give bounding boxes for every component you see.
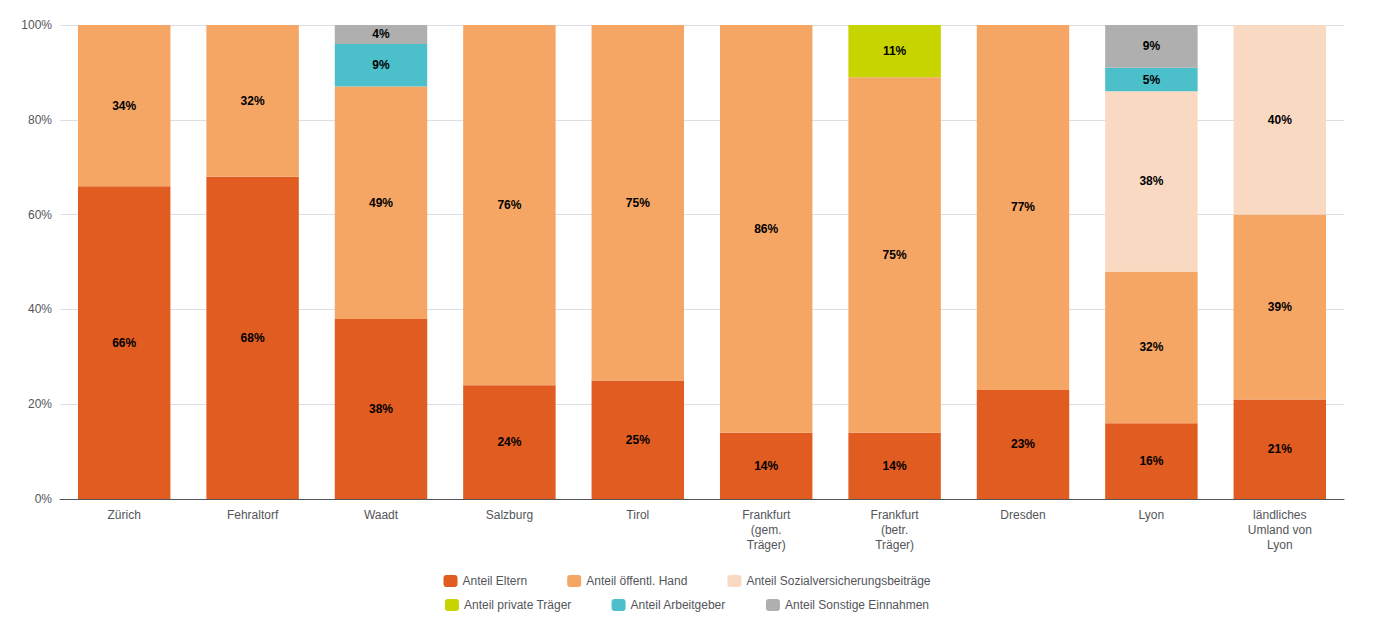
svg-text:68%: 68% [241, 331, 265, 345]
svg-text:5%: 5% [1143, 73, 1161, 87]
svg-text:Lyon: Lyon [1267, 538, 1293, 552]
svg-text:86%: 86% [754, 222, 778, 236]
svg-text:Frankfurt: Frankfurt [742, 508, 791, 522]
svg-text:21%: 21% [1268, 442, 1292, 456]
svg-text:23%: 23% [1011, 437, 1035, 451]
svg-text:32%: 32% [1139, 340, 1163, 354]
svg-text:80%: 80% [28, 113, 52, 127]
svg-text:77%: 77% [1011, 200, 1035, 214]
svg-text:ländliches: ländliches [1253, 508, 1306, 522]
svg-text:100%: 100% [21, 18, 52, 32]
svg-text:40%: 40% [28, 302, 52, 316]
svg-text:75%: 75% [626, 196, 650, 210]
svg-text:Lyon: Lyon [1139, 508, 1165, 522]
svg-text:20%: 20% [28, 397, 52, 411]
svg-text:4%: 4% [372, 27, 390, 41]
svg-text:Träger): Träger) [747, 538, 786, 552]
svg-text:0%: 0% [35, 492, 53, 506]
svg-text:9%: 9% [372, 58, 390, 72]
svg-text:32%: 32% [241, 94, 265, 108]
svg-text:Anteil Eltern: Anteil Eltern [463, 574, 528, 588]
svg-text:Fehraltorf: Fehraltorf [227, 508, 279, 522]
svg-text:11%: 11% [883, 44, 907, 58]
svg-text:16%: 16% [1139, 454, 1163, 468]
svg-text:Anteil private Träger: Anteil private Träger [464, 598, 571, 612]
svg-text:9%: 9% [1143, 39, 1161, 53]
svg-text:34%: 34% [112, 99, 136, 113]
svg-text:Umland von: Umland von [1248, 523, 1312, 537]
svg-text:14%: 14% [883, 459, 907, 473]
svg-text:24%: 24% [497, 435, 521, 449]
svg-text:Tirol: Tirol [626, 508, 649, 522]
svg-text:Anteil öffentl. Hand: Anteil öffentl. Hand [586, 574, 687, 588]
svg-text:49%: 49% [369, 196, 393, 210]
svg-text:38%: 38% [369, 402, 393, 416]
svg-text:25%: 25% [626, 433, 650, 447]
svg-text:Anteil Sozialversicherungsbeit: Anteil Sozialversicherungsbeiträge [746, 574, 930, 588]
svg-text:(gem.: (gem. [751, 523, 782, 537]
svg-text:66%: 66% [112, 336, 136, 350]
svg-text:Waadt: Waadt [364, 508, 399, 522]
svg-text:75%: 75% [883, 248, 907, 262]
svg-text:76%: 76% [497, 198, 521, 212]
svg-text:Zürich: Zürich [108, 508, 141, 522]
svg-text:Träger): Träger) [875, 538, 914, 552]
svg-text:Frankfurt: Frankfurt [871, 508, 920, 522]
svg-text:Anteil Arbeitgeber: Anteil Arbeitgeber [631, 598, 726, 612]
svg-text:(betr.: (betr. [881, 523, 908, 537]
svg-text:Anteil Sonstige Einnahmen: Anteil Sonstige Einnahmen [785, 598, 929, 612]
svg-text:Dresden: Dresden [1000, 508, 1045, 522]
svg-text:14%: 14% [754, 459, 778, 473]
svg-text:Salzburg: Salzburg [486, 508, 533, 522]
svg-text:39%: 39% [1268, 300, 1292, 314]
svg-text:60%: 60% [28, 208, 52, 222]
svg-text:38%: 38% [1139, 174, 1163, 188]
svg-text:40%: 40% [1268, 113, 1292, 127]
